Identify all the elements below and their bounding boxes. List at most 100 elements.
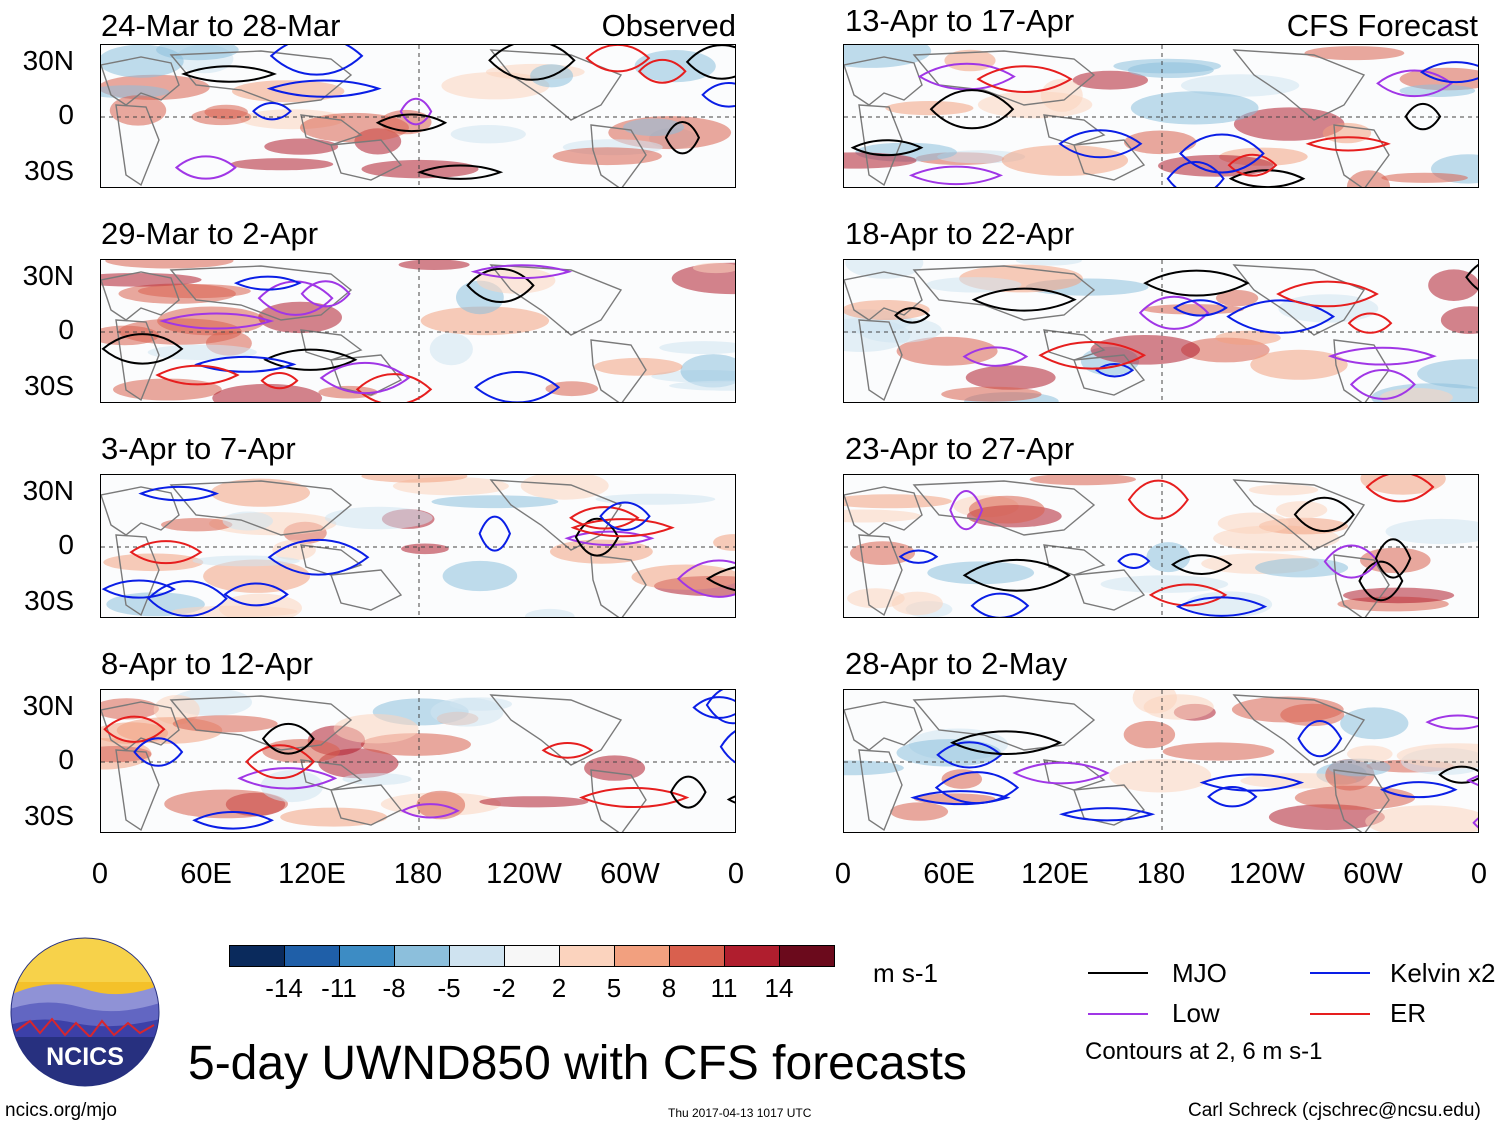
coastline xyxy=(169,50,353,106)
legend-kelvin-line xyxy=(1310,972,1370,974)
anomaly-shading xyxy=(147,344,257,360)
anomaly-shading xyxy=(1268,804,1385,830)
anomaly-shading xyxy=(203,559,311,593)
anomaly-shading xyxy=(584,755,646,781)
filter-contour xyxy=(1058,807,1156,822)
filter-contour xyxy=(1038,341,1147,370)
filter-contour xyxy=(570,518,675,538)
filter-contour xyxy=(929,89,1015,130)
coastline xyxy=(858,749,903,832)
anomaly-shading xyxy=(1328,758,1391,777)
coastline xyxy=(1073,354,1146,396)
coastline xyxy=(1043,544,1106,576)
anomaly-shading xyxy=(1294,785,1416,810)
anomaly-shading xyxy=(845,260,924,279)
filter-contour xyxy=(1293,496,1355,532)
filter-contour xyxy=(237,767,338,790)
anomaly-shading xyxy=(1016,260,1082,266)
anomaly-shading xyxy=(161,518,233,532)
filter-contour xyxy=(300,280,351,308)
anomaly-shading xyxy=(1396,743,1478,769)
y-axis-label: 30N xyxy=(22,475,74,506)
anomaly-shading xyxy=(631,564,735,590)
anomaly-shading xyxy=(968,495,1045,524)
filter-contour xyxy=(1380,781,1458,799)
anomaly-shading xyxy=(896,739,1002,767)
anomaly-shading xyxy=(1385,518,1478,545)
anomaly-shading xyxy=(890,802,949,821)
anomaly-shading xyxy=(342,773,412,786)
coastline xyxy=(489,694,623,766)
coastline xyxy=(858,534,903,617)
filter-contour xyxy=(970,592,1030,617)
anomaly-shading xyxy=(847,588,905,609)
filter-contour xyxy=(1305,136,1391,152)
anomaly-shading xyxy=(420,306,550,336)
ncics-logo: NCICS xyxy=(10,937,160,1087)
filter-contour xyxy=(101,579,176,599)
y-axis-label: 30S xyxy=(24,585,74,616)
coastline xyxy=(912,695,1096,751)
anomaly-shading xyxy=(1162,742,1275,761)
map-panel xyxy=(100,474,736,618)
coastline xyxy=(912,50,1096,106)
filter-contour xyxy=(400,803,460,819)
filter-contour xyxy=(579,787,690,808)
anomaly-shading xyxy=(105,260,234,269)
filter-contour xyxy=(637,58,687,84)
anomaly-shading xyxy=(885,101,974,116)
filter-contour xyxy=(1172,299,1228,317)
filter-contour xyxy=(1143,269,1250,297)
filter-contour xyxy=(1148,583,1228,607)
anomaly-shading xyxy=(172,715,278,733)
anomaly-shading xyxy=(333,714,419,744)
main-title: 5-day UWND850 with CFS forecasts xyxy=(188,1037,967,1090)
anomaly-shading xyxy=(1346,170,1391,187)
coastline xyxy=(330,569,403,611)
filter-contour xyxy=(488,45,576,81)
anomaly-shading xyxy=(1100,575,1229,593)
anomaly-shading xyxy=(157,306,266,336)
footer-url[interactable]: ncics.org/mjo xyxy=(5,1100,117,1121)
anomaly-shading xyxy=(713,534,735,551)
anomaly-shading xyxy=(595,493,716,505)
coastline xyxy=(1073,139,1146,181)
filter-contour xyxy=(569,506,640,530)
filter-contour xyxy=(269,45,364,76)
filter-contour xyxy=(949,490,984,530)
anomaly-shading xyxy=(1248,484,1319,496)
coastline xyxy=(1232,694,1366,766)
x-axis-label: 60W xyxy=(1343,858,1403,890)
filter-contour xyxy=(1179,133,1265,174)
anomaly-shading xyxy=(692,262,735,274)
colorbar-label: 11 xyxy=(710,973,738,1003)
legend-low-line xyxy=(1088,1013,1148,1015)
anomaly-shading xyxy=(1180,74,1300,97)
filter-contour xyxy=(1365,475,1435,503)
coastline xyxy=(1333,339,1390,402)
anomaly-shading xyxy=(430,697,504,727)
filter-contour xyxy=(257,280,334,316)
filter-contour xyxy=(971,287,1077,312)
coastline xyxy=(1232,49,1366,121)
filter-contour xyxy=(319,361,411,394)
anomaly-shading xyxy=(1233,107,1345,141)
x-axis-label: 0 xyxy=(727,858,745,890)
coastline xyxy=(169,265,353,321)
anomaly-shading xyxy=(138,284,251,299)
colorbar-label: -5 xyxy=(437,973,461,1003)
filter-contour xyxy=(976,65,1073,93)
filter-contour xyxy=(466,267,535,304)
filter-contour xyxy=(692,696,735,719)
logo-graphic: NCICS xyxy=(10,937,160,1087)
x-axis-label: 0 xyxy=(834,858,852,890)
legend-er-label: ER xyxy=(1390,998,1427,1028)
anomaly-shading xyxy=(844,494,952,509)
colorbar-label: 14 xyxy=(764,973,794,1003)
colorbar-swatch xyxy=(724,945,780,967)
filter-contour xyxy=(267,538,370,576)
coastline xyxy=(858,104,903,187)
filter-contour xyxy=(705,690,735,725)
anomaly-shading xyxy=(965,365,1056,390)
logo-text: NCICS xyxy=(46,1043,124,1071)
